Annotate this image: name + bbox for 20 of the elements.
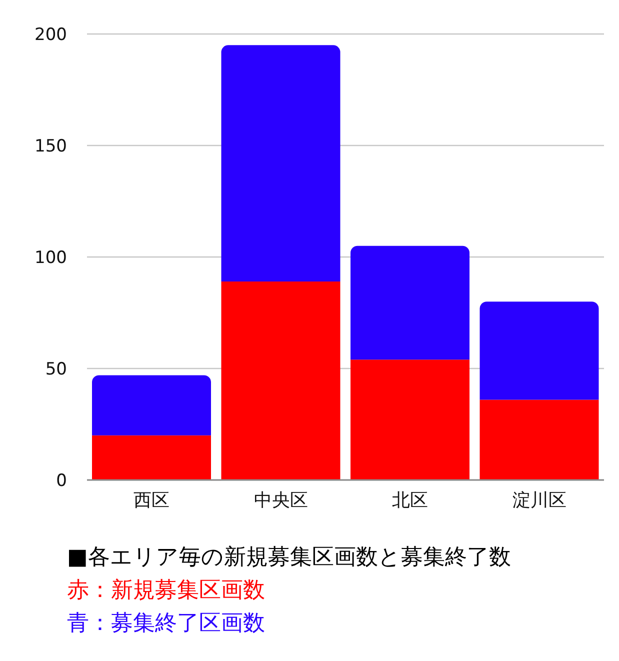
- bar: [480, 400, 599, 480]
- bar: [92, 435, 211, 480]
- bar: [480, 302, 599, 400]
- x-tick-label: 北区: [392, 490, 428, 511]
- y-tick-label: 150: [34, 136, 67, 157]
- y-tick-label: 0: [56, 471, 67, 492]
- x-tick-label: 西区: [134, 490, 170, 511]
- bar: [92, 375, 211, 436]
- bar: [221, 282, 340, 480]
- x-tick-label: 淀川区: [512, 490, 566, 511]
- text: 赤：新規募集区画数: [67, 577, 266, 605]
- y-tick-label: 200: [34, 25, 67, 46]
- bar: [350, 360, 470, 480]
- bar: [350, 246, 470, 360]
- y-tick-label: 100: [34, 248, 67, 268]
- y-tick-label: 50: [45, 360, 67, 380]
- text: ■各エリア毎の新規募集区画数と募集終了数: [67, 544, 512, 572]
- x-tick-label: 中央区: [254, 490, 308, 511]
- text: 青：募集終了区画数: [67, 610, 266, 638]
- bar: [221, 45, 340, 282]
